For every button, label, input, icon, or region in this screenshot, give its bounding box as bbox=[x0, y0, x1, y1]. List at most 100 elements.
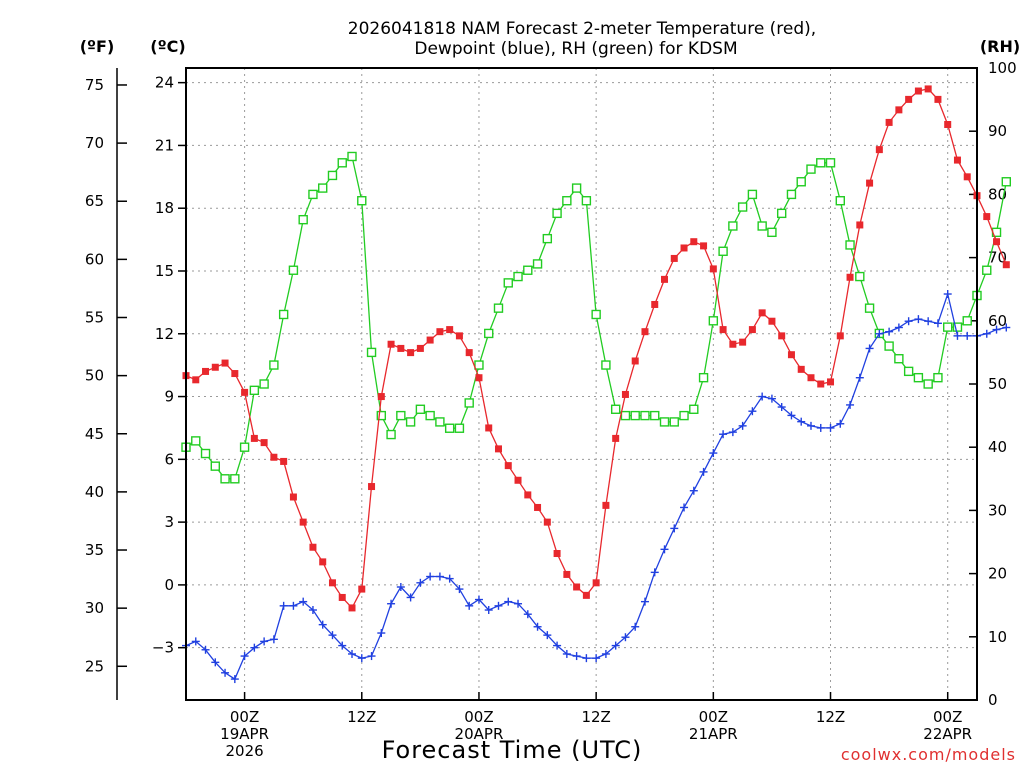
temperature-point bbox=[250, 434, 258, 442]
dewpoint-series bbox=[182, 290, 1011, 684]
dewpoint-point bbox=[924, 317, 933, 326]
temperature-point bbox=[758, 309, 766, 317]
fahrenheit-axis: 25 30 35 40 45 50 55 60 65 70 75 bbox=[85, 76, 127, 675]
dewpoint-point bbox=[914, 315, 923, 324]
rh-tick-label: 40 bbox=[988, 438, 1007, 456]
rh-point bbox=[386, 429, 396, 440]
fahrenheit-tick-label: 70 bbox=[85, 134, 104, 152]
dewpoint-point bbox=[806, 421, 815, 430]
dewpoint-point bbox=[338, 641, 347, 650]
temperature-point bbox=[1002, 261, 1010, 269]
rh-point bbox=[562, 196, 572, 206]
temperature-point bbox=[260, 439, 268, 447]
fahrenheit-tick-label: 55 bbox=[85, 308, 104, 326]
temperature-point bbox=[729, 340, 737, 348]
temperature-point bbox=[202, 367, 210, 375]
temperature-point bbox=[192, 376, 200, 384]
rh-point bbox=[523, 265, 533, 275]
rh-point bbox=[513, 271, 523, 282]
fahrenheit-tick-label: 50 bbox=[85, 367, 104, 385]
dewpoint-point bbox=[885, 327, 894, 336]
dewpoint-point bbox=[250, 643, 259, 652]
time-tick-label: 20APR bbox=[455, 725, 504, 743]
temperature-point bbox=[778, 332, 786, 340]
dewpoint-point bbox=[992, 325, 1001, 334]
temperature-point bbox=[455, 332, 463, 340]
temperature-point bbox=[612, 434, 620, 442]
dewpoint-point bbox=[816, 423, 825, 432]
rh-point bbox=[376, 410, 387, 421]
rh-point bbox=[220, 474, 230, 484]
rh-tick-label: 0 bbox=[988, 691, 998, 709]
celsius-tick-label: 21 bbox=[155, 136, 174, 154]
temperature-point bbox=[885, 118, 893, 126]
temperature-point bbox=[924, 85, 932, 93]
celsius-tick-label: 12 bbox=[155, 325, 174, 343]
temperature-point bbox=[846, 273, 854, 281]
dewpoint-point bbox=[445, 574, 454, 583]
rh-point bbox=[191, 436, 201, 446]
dewpoint-point bbox=[846, 400, 855, 409]
time-tick-label: 12Z bbox=[816, 708, 845, 726]
dewpoint-point bbox=[943, 290, 952, 299]
temperature-point bbox=[241, 388, 249, 396]
temperature-point bbox=[221, 359, 229, 367]
temperature-point bbox=[485, 424, 493, 432]
dewpoint-point bbox=[191, 637, 200, 646]
rh-point bbox=[532, 259, 543, 269]
rh-point bbox=[444, 423, 455, 433]
dewpoint-point bbox=[357, 654, 366, 663]
temperature-point bbox=[905, 95, 913, 103]
dewpoint-point bbox=[308, 606, 317, 615]
rh-tick-label: 20 bbox=[988, 565, 1007, 583]
dewpoint-point bbox=[738, 421, 747, 430]
temperature-point bbox=[573, 583, 581, 591]
rh-point bbox=[278, 309, 289, 320]
rh-point bbox=[357, 196, 367, 206]
dewpoint-point bbox=[211, 658, 220, 667]
rh-point bbox=[259, 379, 269, 389]
rh-tick-label: 100 bbox=[988, 59, 1017, 77]
temperature-point bbox=[944, 121, 952, 129]
temperature-point bbox=[895, 106, 903, 114]
rh-point bbox=[230, 474, 240, 484]
dewpoint-point bbox=[523, 610, 532, 619]
temperature-point bbox=[553, 550, 561, 558]
dewpoint-point bbox=[435, 572, 444, 581]
dewpoint-point bbox=[572, 652, 581, 661]
rh-point bbox=[982, 265, 992, 275]
temperature-point bbox=[289, 493, 297, 501]
rh-point bbox=[435, 417, 445, 427]
dewpoint-point bbox=[660, 545, 669, 554]
rh-tick-label: 60 bbox=[988, 312, 1007, 330]
dewpoint-point bbox=[1002, 323, 1011, 332]
temperature-point bbox=[543, 518, 551, 526]
celsius-tick-label: 18 bbox=[155, 199, 174, 217]
rh-point bbox=[913, 372, 924, 383]
rh-point bbox=[366, 347, 377, 358]
rh-point bbox=[933, 372, 943, 383]
x-axis-title: Forecast Time (UTC) bbox=[382, 736, 643, 764]
rh-point bbox=[816, 158, 826, 168]
rh-point bbox=[884, 341, 894, 351]
rh-point bbox=[806, 164, 816, 174]
rh-point bbox=[200, 448, 211, 459]
temperature-point bbox=[328, 579, 336, 587]
rh-point bbox=[493, 303, 504, 313]
temperature-point bbox=[563, 570, 571, 578]
rh-point bbox=[464, 398, 474, 408]
temperature-point bbox=[368, 483, 376, 491]
time-tick-label: 00Z bbox=[464, 708, 493, 726]
time-tick-label: 00Z bbox=[230, 708, 259, 726]
celsius-tick-label: 6 bbox=[164, 450, 174, 468]
rh-point bbox=[962, 316, 972, 326]
rh-point bbox=[542, 233, 553, 244]
dewpoint-point bbox=[826, 423, 835, 432]
temperature-point bbox=[631, 357, 639, 365]
temperature-point bbox=[407, 349, 415, 357]
dewpoint-point bbox=[318, 620, 327, 629]
temperature-point bbox=[211, 363, 219, 371]
dewpoint-point bbox=[416, 578, 425, 587]
celsius-axis-label: (ºC) bbox=[150, 37, 185, 56]
dewpoint-point bbox=[396, 582, 405, 591]
